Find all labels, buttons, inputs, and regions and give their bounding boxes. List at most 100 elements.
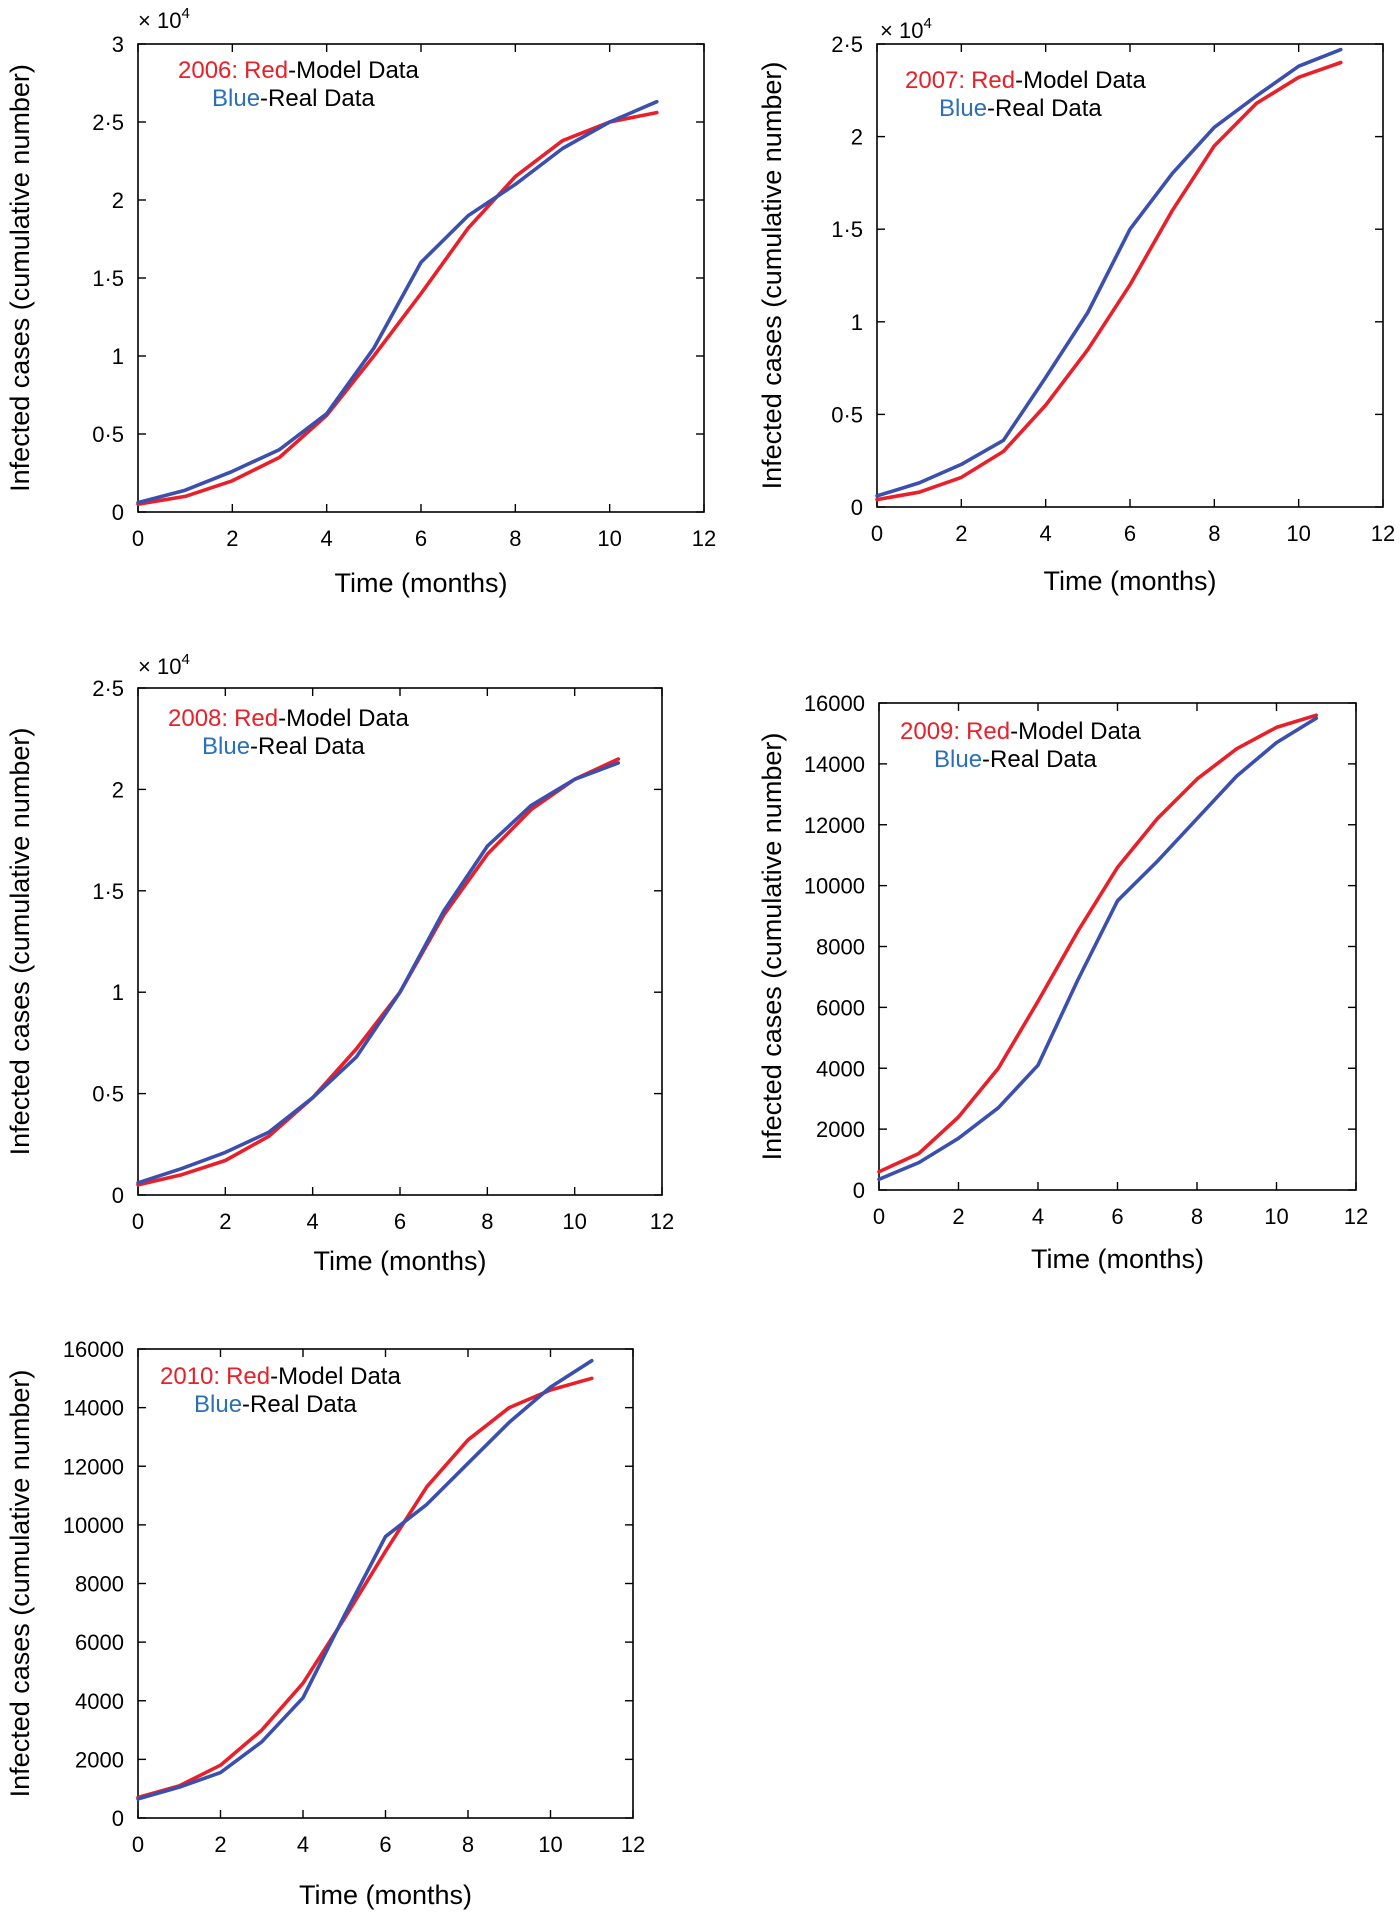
x-tick-label: 2 xyxy=(226,526,238,551)
x-tick-label: 6 xyxy=(1111,1204,1123,1229)
legend-red-suffix: -Model Data xyxy=(278,705,409,732)
y-tick-label: 2·5 xyxy=(92,676,124,701)
y-axis-label: Infected cases (cumulative number) xyxy=(5,64,35,492)
legend-red-word: Red xyxy=(226,1363,270,1390)
x-tick-label: 0 xyxy=(873,1204,885,1229)
y-tick-label: 1·5 xyxy=(831,217,863,242)
legend-red-suffix: -Model Data xyxy=(1015,67,1146,94)
y-tick-label: 0 xyxy=(851,495,863,520)
x-tick-label: 4 xyxy=(307,1209,319,1234)
legend-blue-suffix: -Real Data xyxy=(260,85,375,112)
y-tick-label: 1 xyxy=(851,310,863,335)
legend-model: 2008: Red-Model Data xyxy=(168,705,409,732)
x-tick-label: 12 xyxy=(650,1209,674,1234)
y-tick-label: 16000 xyxy=(63,1337,124,1362)
legend-year: 2009: xyxy=(900,718,960,745)
y-tick-label: 2 xyxy=(112,188,124,213)
x-tick-label: 4 xyxy=(1040,521,1052,546)
x-tick-label: 8 xyxy=(1191,1204,1203,1229)
y-tick-label: 4000 xyxy=(816,1056,865,1081)
y-tick-label: 0·5 xyxy=(92,422,124,447)
y-axis-label: Infected cases (cumulative number) xyxy=(757,62,787,490)
x-tick-label: 12 xyxy=(621,1832,645,1857)
legend-real: Blue-Real Data xyxy=(212,85,375,112)
legend-year: 2010: xyxy=(160,1363,220,1390)
x-tick-label: 0 xyxy=(132,1832,144,1857)
multiplier-exponent: 4 xyxy=(181,5,189,22)
legend-model: 2009: Red-Model Data xyxy=(900,718,1141,745)
legend-real: Blue-Real Data xyxy=(934,746,1097,773)
y-tick-label: 1 xyxy=(112,344,124,369)
y-tick-label: 4000 xyxy=(75,1689,124,1714)
multiplier-base: × 10 xyxy=(138,8,181,33)
series-lines xyxy=(877,713,1319,1182)
x-tick-label: 6 xyxy=(379,1832,391,1857)
legend-real: Blue-Real Data xyxy=(202,733,365,760)
real-data-line xyxy=(875,47,1343,498)
y-axis-label: Infected cases (cumulative number) xyxy=(5,1370,35,1798)
x-tick-label: 8 xyxy=(509,526,521,551)
legend-blue-word: Blue xyxy=(194,1391,242,1418)
axis-ticks: 0 2 4 6 8 10 12 0 0·5 1 1·5 2 2·5 3 xyxy=(92,32,716,551)
x-tick-label: 10 xyxy=(1286,521,1310,546)
y-axis-label: Infected cases (cumulative number) xyxy=(5,728,35,1156)
legend-red-word: Red xyxy=(244,57,288,84)
x-tick-label: 8 xyxy=(481,1209,493,1234)
legend-model: 2010: Red-Model Data xyxy=(160,1363,401,1390)
x-tick-label: 0 xyxy=(132,1209,144,1234)
y-tick-label: 0 xyxy=(112,500,124,525)
y-tick-label: 0·5 xyxy=(831,402,863,427)
multiplier-base: × 10 xyxy=(138,654,181,679)
y-tick-label: 2·5 xyxy=(92,110,124,135)
model-data-line xyxy=(136,1376,594,1800)
legend-red-suffix: -Model Data xyxy=(1010,718,1141,745)
legend-red-word: Red xyxy=(966,718,1010,745)
legend-blue-word: Blue xyxy=(202,733,250,760)
y-tick-label: 1·5 xyxy=(92,266,124,291)
x-tick-label: 12 xyxy=(692,526,716,551)
x-tick-label: 10 xyxy=(538,1832,562,1857)
chart-2006: 0 2 4 6 8 10 12 0 0·5 1 1·5 2 2·5 3 Time (months) Inf… xyxy=(5,5,716,598)
y-tick-label: 14000 xyxy=(804,752,865,777)
plot-frame xyxy=(137,687,663,1196)
axis-ticks: 0 2 4 6 8 10 12 0 0·5 1 1·5 2 2·5 xyxy=(831,32,1395,546)
y-tick-label: 8000 xyxy=(816,935,865,960)
legend-blue-suffix: -Real Data xyxy=(250,733,365,760)
x-tick-label: 10 xyxy=(1264,1204,1288,1229)
series-lines xyxy=(136,99,659,507)
plot-frame xyxy=(137,1348,634,1819)
x-tick-label: 10 xyxy=(597,526,621,551)
y-tick-label: 2·5 xyxy=(831,32,863,57)
y-tick-label: 3 xyxy=(112,32,124,57)
x-tick-label: 4 xyxy=(1032,1204,1044,1229)
y-tick-label: 12000 xyxy=(63,1454,124,1479)
axis-ticks: 0 2 4 6 8 10 12 0 2000 4000 6000 8000 10000 12000 1400… xyxy=(804,691,1368,1229)
model-data-line xyxy=(875,60,1343,502)
multiplier-exponent: 4 xyxy=(181,651,189,668)
x-tick-label: 8 xyxy=(1208,521,1220,546)
plot-frame xyxy=(878,702,1357,1191)
y-tick-label: 1·5 xyxy=(92,879,124,904)
real-data-line xyxy=(136,1358,594,1801)
y-tick-label: 1 xyxy=(112,980,124,1005)
y-tick-label: 2 xyxy=(112,777,124,802)
x-tick-label: 8 xyxy=(462,1832,474,1857)
series-lines xyxy=(136,1358,594,1801)
series-lines xyxy=(136,757,621,1187)
y-tick-label: 14000 xyxy=(63,1396,124,1421)
y-tick-label: 6000 xyxy=(75,1630,124,1655)
legend-blue-word: Blue xyxy=(934,746,982,773)
legend-real: Blue-Real Data xyxy=(194,1391,357,1418)
x-tick-label: 10 xyxy=(562,1209,586,1234)
x-axis-label: Time (months) xyxy=(1043,566,1216,596)
model-data-line xyxy=(136,757,621,1187)
legend-real: Blue-Real Data xyxy=(939,95,1102,122)
y-multiplier: × 104 xyxy=(880,15,932,43)
legend-year: 2008: xyxy=(168,705,228,732)
plot-frame xyxy=(137,43,705,513)
y-tick-label: 6000 xyxy=(816,995,865,1020)
x-tick-label: 2 xyxy=(219,1209,231,1234)
x-tick-label: 12 xyxy=(1371,521,1395,546)
x-tick-label: 2 xyxy=(214,1832,226,1857)
